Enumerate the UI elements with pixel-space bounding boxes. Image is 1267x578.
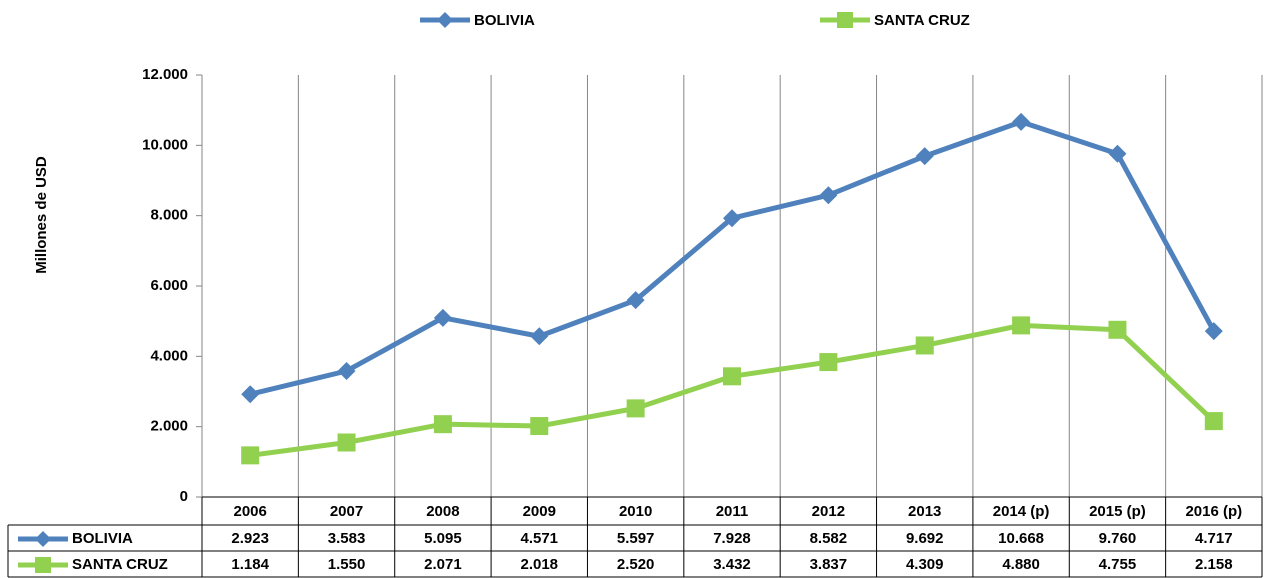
table-value: 4.309 (906, 556, 944, 573)
x-tick-label: 2008 (426, 503, 459, 520)
table-value: 2.923 (231, 530, 269, 547)
table-row-label: BOLIVIA (72, 530, 133, 547)
marker (337, 433, 356, 452)
x-tick-label: 2014 (p) (993, 503, 1050, 520)
x-tick-label: 2010 (619, 503, 652, 520)
x-tick-label: 2016 (p) (1185, 503, 1242, 520)
table-value: 3.837 (810, 556, 848, 573)
table-value: 4.717 (1195, 530, 1233, 547)
marker (626, 399, 645, 418)
y-axis-label: Millones de USD (33, 156, 50, 274)
table-value: 5.095 (424, 530, 462, 547)
marker (626, 291, 645, 310)
marker (241, 446, 260, 465)
marker (337, 361, 356, 380)
legend-marker (35, 531, 51, 547)
x-tick-label: 2007 (330, 503, 363, 520)
marker (1204, 412, 1223, 431)
marker (915, 147, 934, 166)
marker (530, 417, 549, 436)
table-value: 2.018 (520, 556, 558, 573)
table-value: 2.520 (617, 556, 655, 573)
table-value: 8.582 (810, 530, 848, 547)
y-tick-label: 6.000 (150, 277, 188, 294)
x-tick-label: 2009 (523, 503, 556, 520)
marker (241, 385, 260, 404)
marker (723, 367, 741, 386)
table-value: 2.071 (424, 556, 462, 573)
y-tick-label: 0 (180, 488, 188, 505)
table-value: 9.760 (1099, 530, 1137, 547)
marker (1204, 322, 1223, 341)
table-value: 1.184 (231, 556, 269, 573)
marker (819, 186, 838, 205)
x-tick-label: 2006 (233, 503, 266, 520)
marker (819, 353, 838, 372)
legend-marker (837, 12, 853, 28)
table-value: 4.755 (1099, 556, 1137, 573)
y-tick-label: 12.000 (142, 66, 188, 83)
marker (530, 327, 549, 346)
marker (915, 336, 934, 355)
marker (1108, 144, 1127, 163)
y-tick-label: 2.000 (150, 418, 188, 435)
legend-label: BOLIVIA (474, 12, 535, 29)
y-tick-label: 4.000 (150, 347, 188, 364)
legend-label: SANTA CRUZ (874, 12, 970, 29)
x-tick-label: 2012 (812, 503, 845, 520)
table-value: 1.550 (328, 556, 366, 573)
table-value: 5.597 (617, 530, 655, 547)
table-value: 10.668 (998, 530, 1044, 547)
x-tick-label: 2011 (716, 503, 749, 520)
y-tick-label: 10.000 (142, 136, 188, 153)
marker (1012, 112, 1031, 131)
legend-marker (35, 557, 51, 573)
marker (1012, 316, 1031, 335)
legend-marker (437, 12, 453, 28)
x-tick-label: 2015 (p) (1089, 503, 1146, 520)
x-tick-label: 2013 (908, 503, 941, 520)
y-tick-label: 8.000 (150, 207, 188, 224)
marker (723, 209, 741, 228)
table-row-label: SANTA CRUZ (72, 556, 168, 573)
table-value: 2.158 (1195, 556, 1233, 573)
marker (1108, 320, 1127, 339)
table-value: 3.583 (328, 530, 366, 547)
marker (433, 308, 452, 327)
table-value: 7.928 (713, 530, 751, 547)
table-value: 4.880 (1002, 556, 1040, 573)
table-value: 9.692 (906, 530, 944, 547)
table-value: 3.432 (713, 556, 751, 573)
marker (433, 415, 452, 434)
table-value: 4.571 (520, 530, 558, 547)
